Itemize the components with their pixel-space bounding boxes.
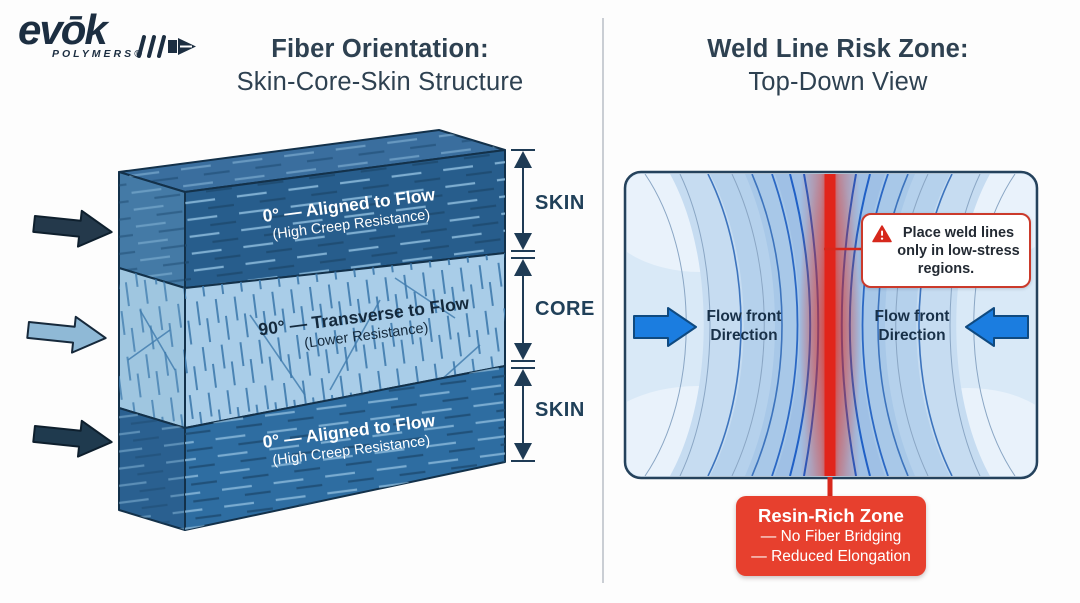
inflow-arrows [26, 209, 113, 458]
dim-label-skin-top: SKIN [535, 192, 585, 214]
weld-warning-callout: Place weld lines only in low-stress regi… [861, 213, 1031, 288]
resin-box-point1: — No Fiber Bridging [760, 528, 902, 545]
flow-arrow-left [633, 307, 697, 347]
weld-warning-text: Place weld lines only in low-stress regi… [897, 225, 1020, 277]
left-title-line1: Fiber Orientation: [271, 35, 489, 63]
weld-line [798, 174, 862, 476]
flow-label-right: Flow front Direction [852, 307, 972, 345]
dim-label-skin-bottom: SKIN [535, 399, 585, 421]
right-title-line1: Weld Line Risk Zone: [707, 35, 969, 63]
flow-label-left: Flow front Direction [684, 307, 804, 345]
flow-label-left-line1: Flow front [706, 308, 782, 325]
brand-logo: evōk POLYMERS® [18, 6, 208, 72]
left-panel-title: Fiber Orientation: Skin-Core-Skin Struct… [130, 33, 630, 99]
flow-arrow-right [965, 307, 1029, 347]
brand-tagline: POLYMERS® [52, 48, 145, 60]
arrow-skin-top [32, 209, 113, 248]
screw-icon [137, 35, 196, 58]
flow-label-left-line2: Direction [710, 327, 778, 344]
resin-box-point2: — Reduced Elongation [751, 548, 911, 565]
brand-name: evōk [18, 6, 108, 53]
core-diagonal-fibers [127, 277, 481, 396]
arrow-skin-bottom [32, 419, 113, 458]
dim-label-core: CORE [535, 298, 595, 320]
flow-label-right-line2: Direction [878, 327, 946, 344]
arrow-core [26, 315, 107, 354]
block-top-face-texture [119, 130, 505, 192]
resin-box-title: Resin-Rich Zone [758, 505, 904, 526]
dimension-markers [511, 149, 535, 462]
right-title-line2: Top-Down View [748, 68, 928, 96]
weld-panel [623, 170, 1039, 497]
right-panel-title: Weld Line Risk Zone: Top-Down View [628, 33, 1048, 99]
resin-rich-zone-box: Resin-Rich Zone — No Fiber Bridging — Re… [736, 496, 926, 576]
warning-icon [872, 225, 892, 243]
flow-label-right-line1: Flow front [874, 308, 950, 325]
resin-stem-line [827, 477, 833, 497]
fiber-block [118, 129, 506, 531]
left-title-line2: Skin-Core-Skin Structure [236, 68, 524, 96]
